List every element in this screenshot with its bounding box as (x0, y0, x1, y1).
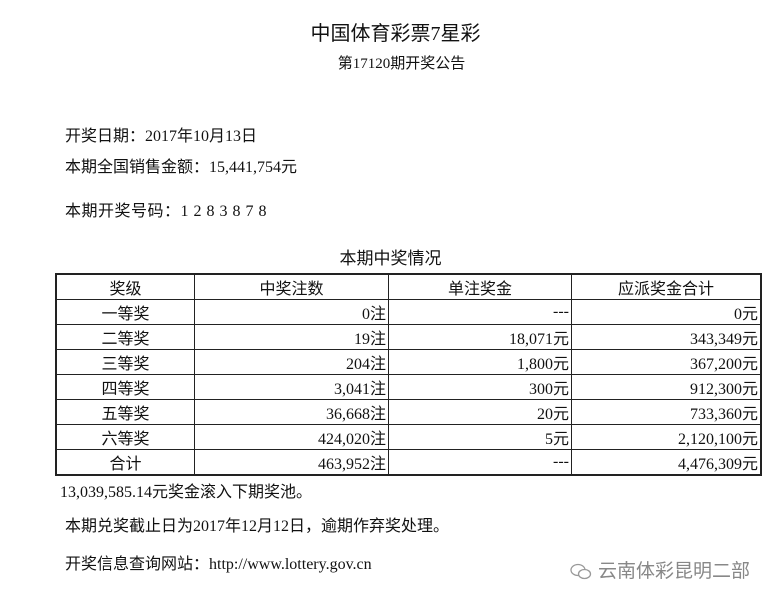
prize-level-cell: 三等奖 (55, 349, 195, 375)
table-row: 六等奖 424,020注 5元 2,120,100元 (55, 424, 762, 450)
total-payout-cell: 4,476,309元 (571, 449, 762, 476)
prize-level-cell: 合计 (55, 449, 195, 476)
prize-level-cell: 一等奖 (55, 299, 195, 325)
winning-numbers: 本期开奖号码：1 2 8 3 8 7 8 (65, 203, 268, 220)
column-header: 奖级 (55, 273, 195, 300)
prize-per-winner-cell: 300元 (388, 374, 572, 400)
website-note: 开奖信息查询网站：http://www.lottery.gov.cn (65, 556, 372, 573)
page-subtitle: 第17120期开奖公告 (337, 56, 466, 72)
winners-count-cell: 3,041注 (194, 374, 389, 400)
wechat-icon (570, 563, 592, 579)
watermark: 云南体彩昆明二部 (570, 556, 750, 583)
winners-count-cell: 204注 (194, 349, 389, 375)
prize-per-winner-cell: 5元 (388, 424, 572, 450)
winners-count-cell: 0注 (194, 299, 389, 325)
prize-per-winner-cell: --- (388, 299, 572, 325)
prize-per-winner-cell: --- (388, 449, 572, 476)
page-title: 中国体育彩票7星彩 (310, 23, 481, 45)
table-row: 五等奖 36,668注 20元 733,360元 (55, 399, 762, 425)
sales-amount: 本期全国销售金额：15,441,754元 (65, 159, 298, 176)
table-caption: 本期中奖情况 (339, 249, 442, 268)
winners-count-cell: 36,668注 (194, 399, 389, 425)
prize-level-cell: 四等奖 (55, 374, 195, 400)
total-payout-cell: 343,349元 (571, 324, 762, 350)
prize-level-cell: 五等奖 (55, 399, 195, 425)
total-payout-cell: 0元 (571, 299, 762, 325)
prize-per-winner-cell: 18,071元 (388, 324, 572, 350)
winners-count-cell: 463,952注 (194, 449, 389, 476)
table-row: 三等奖 204注 1,800元 367,200元 (55, 349, 762, 375)
prize-per-winner-cell: 20元 (388, 399, 572, 425)
winners-count-cell: 424,020注 (194, 424, 389, 450)
prize-per-winner-cell: 1,800元 (388, 349, 572, 375)
watermark-text: 云南体彩昆明二部 (598, 560, 751, 582)
winners-count-cell: 19注 (194, 324, 389, 350)
draw-date: 开奖日期：2017年10月13日 (65, 128, 258, 145)
table-header-row: 奖级 中奖注数 单注奖金 应派奖金合计 (55, 273, 762, 300)
column-header: 应派奖金合计 (571, 273, 762, 300)
prize-level-cell: 二等奖 (55, 324, 195, 350)
total-payout-cell: 912,300元 (571, 374, 762, 400)
rollover-note: 13,039,585.14元奖金滚入下期奖池。 (60, 484, 313, 501)
column-header: 单注奖金 (388, 273, 572, 300)
table-row: 一等奖 0注 --- 0元 (55, 299, 762, 325)
prize-table: 奖级 中奖注数 单注奖金 应派奖金合计 一等奖 0注 --- 0元 二等奖 19注 18,0… (55, 273, 762, 476)
total-payout-cell: 733,360元 (571, 399, 762, 425)
total-payout-cell: 367,200元 (571, 349, 762, 375)
table-row: 合计 463,952注 --- 4,476,309元 (55, 449, 762, 476)
deadline-note: 本期兑奖截止日为2017年12月12日，逾期作弃奖处理。 (65, 518, 450, 535)
table-row: 四等奖 3,041注 300元 912,300元 (55, 374, 762, 400)
total-payout-cell: 2,120,100元 (571, 424, 762, 450)
column-header: 中奖注数 (194, 273, 389, 300)
table-row: 二等奖 19注 18,071元 343,349元 (55, 324, 762, 350)
prize-level-cell: 六等奖 (55, 424, 195, 450)
